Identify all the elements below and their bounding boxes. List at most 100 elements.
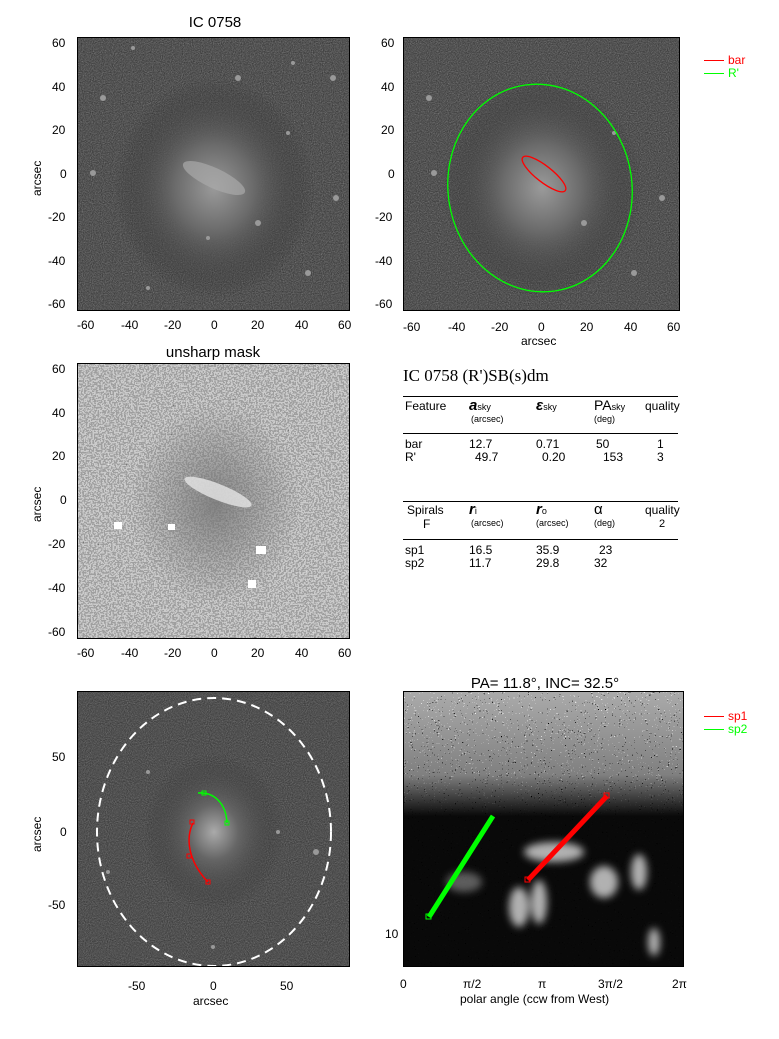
- overlay-xtick: -20: [491, 320, 509, 334]
- polar-xtick: π/2: [463, 977, 482, 991]
- legend-swatch-sp2: [704, 729, 724, 730]
- image-xtick: 60: [338, 318, 352, 332]
- overlay-xtick: -40: [448, 320, 466, 334]
- eps-sub: sky: [543, 402, 557, 412]
- spirals-col-header: Spirals: [407, 503, 444, 517]
- overlay-image: [403, 37, 680, 311]
- ro-sub: o: [541, 506, 547, 516]
- spiral-row-ri: 16.5: [469, 543, 493, 557]
- polar-legend: sp1 sp2: [704, 710, 747, 736]
- image-ytick: 0: [60, 167, 67, 181]
- unsharp-ytick: -20: [48, 537, 66, 551]
- unsharp-xtick: -20: [164, 646, 182, 660]
- spiral-image-xlabel: arcsec: [193, 994, 229, 1008]
- spiral-row-name: sp1: [405, 543, 425, 557]
- spiral-quality-value: 2: [659, 518, 666, 530]
- table-rule: [403, 433, 678, 434]
- polar-xtick: 0: [400, 977, 407, 991]
- pa-unit: (deg): [594, 414, 616, 424]
- table-rule: [403, 539, 678, 540]
- eps-col-header: εsky: [536, 397, 557, 414]
- image-panel-title: IC 0758: [188, 14, 242, 31]
- alpha-unit: (deg): [594, 518, 616, 528]
- ring-ellipse: [447, 83, 633, 293]
- spiral-overlay-image: [77, 691, 350, 967]
- galaxy-image-render: [78, 38, 349, 310]
- image-ytick: -20: [48, 210, 66, 224]
- ri-sub: i: [474, 506, 477, 516]
- spiral-image-ylabel: arcsec: [30, 816, 44, 852]
- a-symbol: a: [469, 397, 478, 414]
- feature-row-quality: 3: [657, 450, 664, 464]
- overlay-xtick: 0: [538, 320, 545, 334]
- polar-panel-title: PA= 11.8°, INC= 32.5°: [470, 675, 620, 692]
- image-panel-ylabel: arcsec: [30, 160, 44, 196]
- legend-swatch-sp1: [704, 716, 724, 717]
- spiral-image-xtick: 50: [280, 979, 294, 993]
- image-ytick: 60: [52, 36, 66, 50]
- overlay-ytick: -40: [375, 254, 393, 268]
- pa-col-header: PAsky: [594, 397, 625, 413]
- spiral-row-alpha: 32: [594, 556, 608, 570]
- unsharp-ytick: 20: [52, 449, 66, 463]
- spiral-row-ro: 35.9: [536, 543, 560, 557]
- polar-plot-render: [404, 692, 683, 966]
- unsharp-ytick: 60: [52, 362, 66, 376]
- unsharp-panel-title: unsharp mask: [165, 344, 261, 361]
- spiral-row-ro: 29.8: [536, 556, 560, 570]
- legend-swatch-bar: [704, 60, 724, 61]
- overlay-ytick: 60: [381, 36, 395, 50]
- ro-unit: (arcsec): [536, 518, 569, 528]
- table-heading: IC 0758 (R')SB(s)dm: [403, 366, 549, 385]
- overlay-legend: bar R': [704, 54, 745, 80]
- legend-label-ring: R': [728, 66, 739, 80]
- feature-row-a: 49.7: [475, 450, 499, 464]
- feature-col-header: Feature: [405, 399, 447, 413]
- pa-sub: sky: [611, 402, 626, 412]
- spiral-quality-header: quality: [645, 503, 680, 517]
- unsharp-xtick: 20: [251, 646, 265, 660]
- image-ytick: 20: [52, 123, 66, 137]
- pa-symbol: PA: [594, 397, 612, 413]
- spiral-image-xtick: 0: [210, 979, 217, 993]
- polar-xtick: 3π/2: [598, 977, 623, 991]
- unsharp-panel-ylabel: arcsec: [30, 486, 44, 522]
- unsharp-ytick: 40: [52, 406, 66, 420]
- overlay-ytick: -60: [375, 297, 393, 311]
- polar-xtick: 2π: [672, 977, 687, 991]
- bar-ellipse: [521, 155, 567, 193]
- a-unit: (arcsec): [471, 414, 504, 424]
- spiral-overlay-render: [78, 692, 349, 966]
- overlay-xlabel: arcsec: [521, 334, 557, 348]
- spiral-image-ytick: -50: [48, 898, 66, 912]
- spiral-image-xtick: -50: [128, 979, 146, 993]
- feature-row-name: R': [405, 450, 416, 464]
- overlay-ytick: 0: [388, 167, 395, 181]
- spiral-image-ytick: 0: [60, 825, 67, 839]
- unsharp-xtick: 0: [211, 646, 218, 660]
- dashed-ring: [96, 697, 332, 966]
- alpha-col-header: α: [594, 501, 603, 518]
- image-xtick: 0: [211, 318, 218, 332]
- spiral-row-ri: 11.7: [469, 556, 492, 570]
- sp2-track: [426, 814, 496, 919]
- table-rule: [403, 396, 678, 397]
- polar-xtick: π: [538, 977, 547, 991]
- feature-row-name: bar: [405, 437, 423, 451]
- image-xtick: -20: [164, 318, 182, 332]
- overlay-xtick: 60: [667, 320, 681, 334]
- unsharp-mask-image: [77, 363, 350, 639]
- legend-label-bar: bar: [728, 53, 746, 67]
- image-ytick: -60: [48, 297, 66, 311]
- spiral-image-ytick: 50: [52, 750, 66, 764]
- unsharp-xtick: -40: [121, 646, 139, 660]
- spirals-f-label: F: [423, 517, 431, 531]
- unsharp-ytick: -60: [48, 625, 66, 639]
- unsharp-xtick: 60: [338, 646, 352, 660]
- feature-row-a: 12.7: [469, 437, 493, 451]
- overlay-xtick: 40: [624, 320, 638, 334]
- legend-swatch-ring: [704, 73, 724, 74]
- sp1-arc: [188, 822, 209, 883]
- unsharp-ytick: -40: [48, 581, 66, 595]
- overlay-xtick: -60: [403, 320, 421, 334]
